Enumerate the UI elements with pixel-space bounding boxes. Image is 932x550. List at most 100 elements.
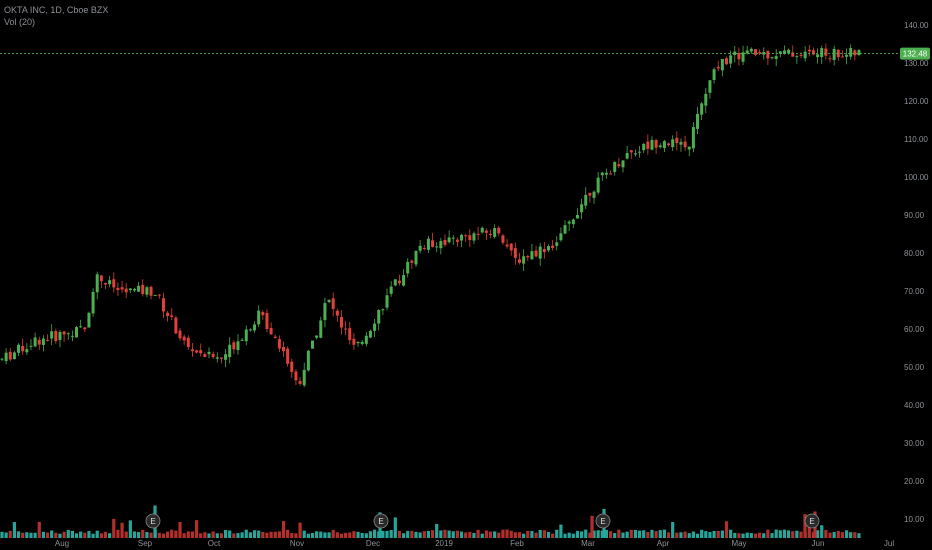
price-axis[interactable]: 140.00 130.00 120.00 110.00 100.00 90.00 80.00…	[904, 21, 929, 524]
volume-bar	[658, 530, 662, 538]
volume-bar	[4, 532, 8, 538]
volume-bar	[534, 532, 538, 538]
volume-bar	[836, 530, 840, 538]
candle-body	[79, 326, 83, 328]
volume-bar	[666, 532, 671, 538]
volume-bar	[145, 531, 149, 538]
candle-body	[21, 345, 25, 352]
earnings-badge[interactable]	[595, 513, 611, 529]
volume-bar	[315, 531, 319, 538]
candle-body	[170, 315, 174, 318]
candle-body	[443, 239, 447, 245]
candle-body	[12, 352, 16, 360]
candle-body	[770, 57, 774, 59]
candle-body	[426, 238, 430, 250]
volume-bar	[480, 533, 484, 538]
volume-bar	[580, 531, 584, 538]
volume-bar	[832, 531, 836, 538]
volume-bar	[240, 532, 244, 538]
candle-body	[261, 312, 265, 316]
volume-bar	[575, 530, 580, 538]
candle-body	[174, 317, 178, 334]
candle-body	[725, 58, 728, 65]
volume-bar	[824, 529, 828, 538]
candle-body	[335, 310, 339, 316]
candle-body	[178, 330, 182, 339]
volume-bar	[513, 532, 517, 538]
candle-body	[766, 50, 770, 59]
time-tick-label: May	[731, 539, 746, 548]
volume-bar	[228, 530, 232, 538]
volume-bar	[124, 531, 128, 538]
volume-bar	[422, 531, 426, 538]
candle-body	[360, 341, 364, 344]
candle-body	[286, 348, 290, 364]
volume-bar	[306, 533, 310, 538]
candle-body	[828, 58, 832, 60]
candle-body	[265, 313, 269, 330]
volume-bar	[551, 533, 555, 538]
volume-bar	[683, 531, 687, 538]
candle-body	[141, 284, 145, 295]
candle-body	[182, 336, 186, 341]
candle-body	[857, 50, 861, 56]
candle-body	[83, 327, 87, 330]
candle-body	[62, 331, 66, 335]
candle-body	[66, 333, 70, 335]
volume-bar	[232, 533, 236, 538]
volume-bar	[174, 530, 178, 538]
candle-body	[691, 127, 695, 149]
earnings-badge[interactable]	[804, 513, 820, 529]
candle-body	[820, 48, 824, 58]
candle-body	[37, 339, 41, 345]
volume-bar	[844, 530, 849, 538]
volume-bar	[236, 533, 240, 538]
candle-body	[352, 338, 356, 345]
volume-indicator-title[interactable]: Vol (20)	[4, 17, 36, 27]
volume-bar	[166, 531, 170, 538]
volume-bar	[414, 531, 418, 538]
volume-bar	[265, 532, 269, 538]
candle-body	[596, 177, 600, 193]
candle-body	[460, 234, 464, 241]
time-tick-label: Nov	[290, 539, 304, 548]
candle-body	[580, 204, 584, 213]
volume-bar	[687, 533, 691, 538]
candle-body	[555, 242, 559, 246]
volume-bar	[112, 518, 116, 538]
volume-bar	[99, 533, 103, 538]
volume-bar	[691, 531, 695, 538]
candle-body	[116, 287, 120, 291]
earnings-badge[interactable]	[373, 513, 389, 529]
candle-body	[671, 139, 675, 148]
volume-bar	[517, 532, 522, 538]
candle-body	[290, 361, 294, 372]
candle-body	[203, 354, 207, 357]
volume-bar	[149, 532, 153, 538]
price-tick-label: 40.00	[904, 401, 925, 410]
volume-bar	[120, 522, 124, 538]
last-price-badge: 132.48	[900, 47, 930, 60]
candle-body	[629, 150, 633, 153]
candle-body	[104, 282, 107, 285]
volume-bar	[373, 529, 377, 538]
volume-bar	[762, 533, 766, 538]
candle-body	[186, 337, 190, 348]
volume-bar	[849, 532, 853, 538]
volume-bar	[729, 529, 733, 538]
candle-body	[782, 50, 786, 54]
candle-body	[244, 329, 248, 342]
volume-bar	[497, 532, 501, 538]
candle-body	[530, 251, 534, 260]
time-tick-label: Jun	[812, 539, 825, 548]
symbol-title[interactable]: OKTA INC, 1D, Cboe BZX	[4, 5, 109, 15]
candle-body	[368, 330, 372, 338]
earnings-badge[interactable]	[145, 513, 161, 529]
volume-bar	[161, 533, 166, 538]
candle-body	[25, 349, 29, 353]
volume-bar	[749, 533, 753, 538]
time-axis[interactable]: Aug Sep Oct Nov Dec 2019 Feb Mar Apr May Jun Jul	[55, 539, 894, 548]
volume-bar	[0, 531, 4, 538]
volume-bar	[522, 533, 526, 538]
